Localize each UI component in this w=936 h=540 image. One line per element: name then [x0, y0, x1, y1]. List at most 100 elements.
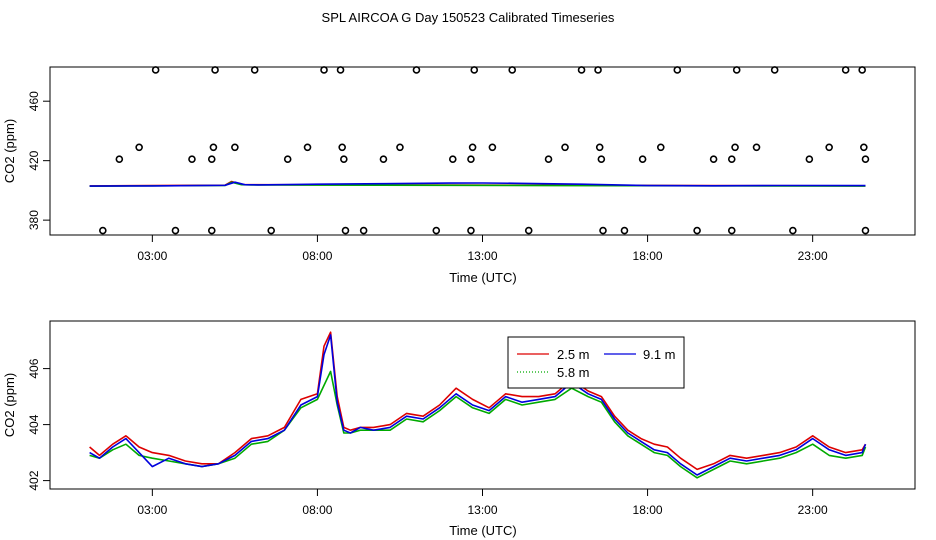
panel-scatter-point — [467, 226, 475, 235]
panel-scatter-point — [524, 226, 533, 235]
panel-scatter-point — [470, 66, 479, 74]
panel-scatter-point — [340, 155, 348, 163]
panel-line-ytick-label: 406 — [27, 358, 41, 378]
panel-line-xtick-label: 08:00 — [302, 503, 332, 517]
panel-scatter-point — [599, 226, 607, 235]
legend-label-5-8m: 5.8 m — [557, 365, 590, 380]
panel-scatter-point — [731, 143, 739, 152]
panel-scatter-point — [709, 155, 718, 163]
panel-scatter-point — [673, 66, 682, 74]
panel-scatter-point — [303, 143, 312, 152]
panel-line-x-axis: 03:00 08:00 13:00 18:00 23:00 — [137, 489, 828, 517]
panel-scatter-point — [488, 143, 497, 152]
panel-scatter-point — [508, 66, 517, 74]
panel-scatter-point — [341, 226, 350, 235]
panel-line-ytick-label: 404 — [27, 414, 41, 434]
panel-scatter-point — [207, 226, 216, 235]
panel-scatter-series — [89, 180, 866, 187]
panel-scatter-point — [207, 155, 216, 163]
panel-scatter-point — [250, 66, 259, 74]
panel-scatter-point — [841, 66, 850, 74]
panel-scatter-point — [338, 143, 346, 152]
panel-scatter-point — [732, 66, 741, 74]
panel-scatter-point — [693, 226, 701, 235]
panel-scatter-point — [379, 155, 388, 163]
panel-scatter-xtick-label: 08:00 — [302, 249, 332, 263]
legend: 2.5 m 9.1 m 5.8 m — [507, 336, 685, 389]
panel-scatter-point — [115, 155, 124, 163]
panel-line-y-axis: 402 404 406 — [27, 321, 51, 491]
panel-scatter-point — [283, 155, 292, 163]
panel-scatter-frame — [49, 66, 916, 236]
panel-scatter-point — [861, 226, 870, 235]
panel-scatter-point — [412, 66, 421, 74]
panel-scatter-x-axis: 03:00 08:00 13:00 18:00 23:00 — [137, 235, 828, 263]
panel-scatter-point — [594, 66, 602, 74]
panel-scatter-points — [99, 66, 870, 235]
legend-box — [507, 336, 685, 389]
panel-scatter-ytick-label: 380 — [27, 210, 41, 230]
legend-label-2-5m: 2.5 m — [557, 347, 590, 362]
panel-scatter-point — [858, 66, 866, 74]
panel-scatter-point — [656, 143, 665, 152]
panel-scatter-point — [638, 155, 647, 163]
panel-scatter-xtick-label: 18:00 — [633, 249, 663, 263]
panel-scatter-point — [861, 155, 870, 163]
panel-scatter-point — [448, 155, 457, 163]
panel-line-xtick-label: 23:00 — [798, 503, 828, 517]
panel-scatter-point — [468, 143, 477, 152]
panel-line-xtick-label: 03:00 — [137, 503, 167, 517]
panel-scatter-point — [336, 66, 345, 74]
panel-scatter-point — [267, 226, 276, 235]
panel-scatter-point — [188, 155, 196, 163]
panel-line-xlabel: Time (UTC) — [449, 523, 516, 538]
panel-scatter-xtick-label: 03:00 — [137, 249, 167, 263]
chart-title: SPL AIRCOA G Day 150523 Calibrated Times… — [322, 10, 615, 25]
panel-scatter-point — [211, 66, 219, 74]
panel-scatter-point — [860, 143, 868, 152]
panel-scatter-point — [209, 143, 218, 152]
panel-scatter-point — [135, 143, 143, 152]
panel-line-series-5-8-m — [89, 370, 867, 479]
panel-scatter-point — [432, 226, 441, 235]
panel-line-xtick-label: 13:00 — [467, 503, 497, 517]
panel-line-ylabel: CO2 (ppm) — [2, 373, 17, 437]
panel-line-ytick-label: 402 — [27, 470, 41, 490]
panel-scatter-point — [320, 66, 328, 74]
panel-scatter-xlabel: Time (UTC) — [449, 270, 516, 285]
panel-scatter-point — [825, 143, 833, 152]
panel-scatter: 03:00 08:00 13:00 18:00 23:00 380 420 460 Time… — [2, 66, 916, 285]
legend-label-9-1m: 9.1 m — [643, 347, 676, 362]
panel-scatter-xtick-label: 13:00 — [467, 249, 497, 263]
panel-scatter-ytick-label: 460 — [27, 91, 41, 111]
panel-line-series-9-1-m — [89, 334, 867, 476]
panel-scatter-ytick-label: 420 — [27, 150, 41, 170]
panel-scatter-point — [359, 226, 368, 235]
panel-scatter-point — [544, 155, 553, 163]
panel-scatter-point — [231, 143, 239, 152]
panel-scatter-point — [789, 226, 797, 235]
panel-scatter-point — [171, 226, 180, 235]
panel-scatter-point — [561, 143, 569, 152]
panel-scatter-point — [597, 155, 606, 163]
panel-scatter-series-9-1-m — [89, 181, 866, 187]
panel-scatter-xtick-label: 23:00 — [798, 249, 828, 263]
panel-scatter-point — [805, 155, 814, 163]
panel-scatter-point — [727, 155, 736, 163]
panel-line-series — [89, 331, 867, 479]
panel-scatter-point — [770, 66, 779, 74]
panel-scatter-point — [727, 226, 736, 235]
panel-scatter-point — [620, 226, 629, 235]
panel-scatter-point — [396, 143, 404, 152]
panel-scatter-point — [467, 155, 475, 163]
panel-line: 03:00 08:00 13:00 18:00 23:00 402 404 406 Time… — [2, 320, 916, 538]
panel-line-series-2-5-m — [89, 331, 867, 471]
panel-scatter-point — [752, 143, 761, 152]
panel-scatter-point — [99, 226, 107, 235]
panel-scatter-y-axis: 380 420 460 — [27, 67, 51, 235]
panel-scatter-point — [151, 66, 160, 74]
panel-scatter-point — [595, 143, 604, 152]
panel-scatter-point — [577, 66, 586, 74]
panel-line-xtick-label: 18:00 — [633, 503, 663, 517]
